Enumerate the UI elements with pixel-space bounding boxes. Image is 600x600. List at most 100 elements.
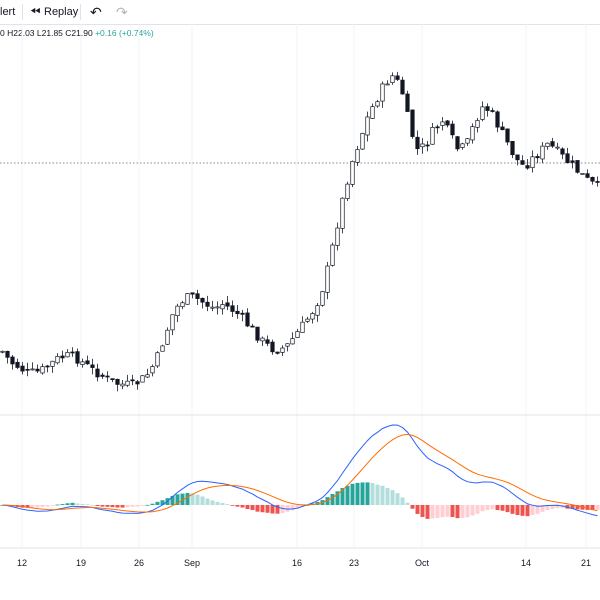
candle-body bbox=[595, 181, 600, 183]
candle-body bbox=[430, 127, 435, 145]
candle-body bbox=[410, 109, 415, 137]
replay-button[interactable]: Replay bbox=[44, 6, 79, 18]
time-axis-label: Oct bbox=[415, 558, 430, 568]
candle-body bbox=[350, 160, 355, 185]
macd-histogram-bar bbox=[465, 505, 470, 518]
macd-histogram-bar bbox=[165, 498, 170, 505]
macd-histogram-bar bbox=[160, 500, 165, 505]
candle-body bbox=[165, 329, 170, 345]
macd-histogram-bar bbox=[285, 505, 290, 512]
macd-histogram-bar bbox=[490, 505, 495, 510]
macd-histogram-bar bbox=[80, 503, 85, 505]
macd-histogram-bar bbox=[45, 505, 50, 507]
macd-histogram-bar bbox=[130, 505, 135, 507]
macd-histogram-bar bbox=[30, 505, 35, 508]
candle-body bbox=[10, 356, 15, 365]
time-axis-label: 19 bbox=[76, 558, 86, 568]
redo-icon[interactable]: ↷ bbox=[116, 4, 128, 20]
candle-body bbox=[425, 144, 430, 147]
candles bbox=[0, 71, 600, 392]
candle-body bbox=[240, 312, 245, 315]
macd-histogram-bar bbox=[390, 490, 395, 505]
candle-body bbox=[85, 360, 90, 365]
macd-histogram-bar bbox=[385, 487, 390, 505]
candle-body bbox=[50, 360, 55, 367]
macd-histogram-bar bbox=[125, 505, 130, 508]
macd-histogram-bar bbox=[250, 505, 255, 511]
candle-body bbox=[120, 383, 125, 387]
macd-histogram-bar bbox=[35, 505, 40, 508]
macd-histogram-bar bbox=[405, 502, 410, 505]
candle-body bbox=[535, 156, 540, 159]
macd-histogram-bar bbox=[115, 505, 120, 508]
macd-histogram-bar bbox=[70, 502, 75, 505]
macd-histogram-bar bbox=[495, 505, 500, 511]
macd-histogram-bar bbox=[315, 501, 320, 505]
candle-body bbox=[305, 318, 310, 322]
macd-histogram-bar bbox=[360, 482, 365, 505]
macd-histogram-bar bbox=[480, 505, 485, 512]
macd-histogram-bar bbox=[440, 505, 445, 518]
macd-histogram-bar bbox=[435, 505, 440, 519]
macd-histogram-bar bbox=[10, 505, 15, 507]
candle-body bbox=[205, 301, 210, 307]
macd-histogram-bar bbox=[415, 505, 420, 514]
candle-body bbox=[5, 350, 10, 358]
candle-body bbox=[135, 381, 140, 385]
candle-body bbox=[105, 375, 110, 378]
candle-body bbox=[175, 305, 180, 317]
macd-histogram-bar bbox=[120, 505, 125, 508]
macd-histogram-bar bbox=[105, 505, 110, 507]
candle-body bbox=[310, 313, 315, 320]
candle-body bbox=[385, 83, 390, 86]
undo-icon[interactable]: ↶ bbox=[90, 4, 102, 20]
candle-body bbox=[260, 337, 265, 342]
macd-histogram-bar bbox=[20, 505, 25, 508]
candle-body bbox=[130, 379, 135, 382]
time-axis-label: 26 bbox=[134, 558, 144, 568]
candle-body bbox=[225, 302, 230, 307]
macd-histogram-bar bbox=[275, 505, 280, 514]
macd-histogram-bar bbox=[60, 504, 65, 505]
candle-body bbox=[75, 351, 80, 364]
macd-histogram-bar bbox=[190, 493, 195, 505]
macd-histogram-bar bbox=[335, 491, 340, 505]
ohlc-legend: 0 H22.03 L21.85 C21.90 +0.16 (+0.74%) bbox=[0, 28, 154, 38]
macd-histogram-bar bbox=[430, 505, 435, 519]
candle-body bbox=[95, 368, 100, 378]
candle-body bbox=[30, 368, 35, 371]
candle-body bbox=[355, 149, 360, 163]
candle-body bbox=[160, 345, 165, 352]
candle-body bbox=[60, 355, 65, 359]
candle-body bbox=[190, 292, 195, 295]
candle-body bbox=[375, 101, 380, 107]
macd-histogram-bar bbox=[470, 505, 475, 516]
macd-histogram-bar bbox=[340, 488, 345, 505]
candle-body bbox=[495, 111, 500, 128]
candle-body bbox=[170, 314, 175, 331]
time-axis-label: 14 bbox=[521, 558, 531, 568]
candle-body bbox=[25, 368, 30, 371]
candle-body bbox=[265, 339, 270, 344]
macd-histogram-bar bbox=[350, 483, 355, 505]
candle-body bbox=[455, 136, 460, 150]
candle-body bbox=[580, 173, 585, 175]
candle-body bbox=[465, 138, 470, 144]
macd-histogram-bar bbox=[540, 505, 545, 512]
macd-histogram-bar bbox=[210, 500, 215, 505]
candle-body bbox=[220, 304, 225, 310]
macd-histogram-bar bbox=[140, 505, 145, 506]
macd-histogram-bar bbox=[535, 505, 540, 514]
macd-histogram-bar bbox=[90, 504, 95, 506]
rewind-icon: ⏪︎ bbox=[30, 4, 41, 19]
candle-body bbox=[65, 351, 70, 358]
grid bbox=[21, 24, 587, 548]
time-axis-label: 12 bbox=[17, 558, 27, 568]
candle-body bbox=[145, 374, 150, 378]
candle-body bbox=[110, 378, 115, 380]
candle-body bbox=[360, 132, 365, 150]
alert-button[interactable]: lert bbox=[0, 6, 16, 18]
candle-body bbox=[255, 326, 260, 341]
candle-body bbox=[445, 120, 450, 126]
